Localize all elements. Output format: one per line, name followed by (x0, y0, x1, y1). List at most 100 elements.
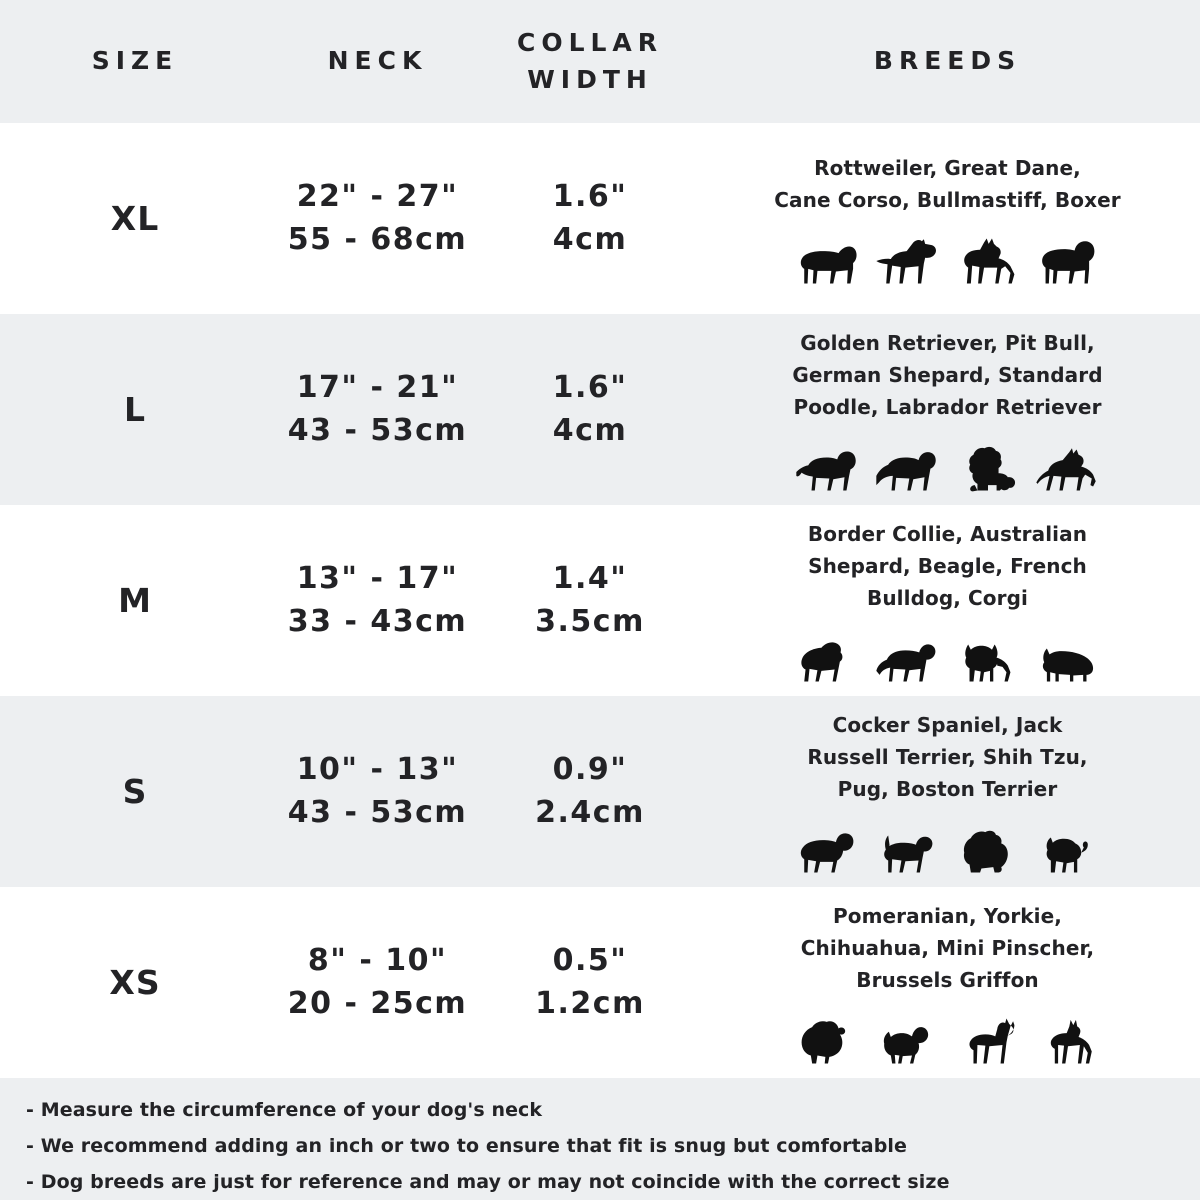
great-dane-silhouette-icon (875, 238, 936, 283)
cell-breeds: Pomeranian, Yorkie, Chihuahua, Mini Pinsc… (695, 900, 1200, 1066)
neck-inches: 13" - 17" (296, 560, 459, 596)
breeds-text: Golden Retriever, Pit Bull, German Shepar… (792, 327, 1102, 423)
cell-size: M (0, 581, 270, 620)
breed-silhouettes (795, 431, 1101, 493)
breeds-line: Golden Retriever, Pit Bull, (800, 330, 1095, 355)
cell-neck: 22" - 27" 55 - 68cm (270, 176, 485, 261)
table-header-row: SIZE NECK COLLAR WIDTH BREEDS (0, 0, 1200, 123)
neck-inches: 10" - 13" (296, 751, 459, 787)
cell-collar-width: 1.6" 4cm (485, 367, 695, 452)
size-label: S (122, 772, 148, 811)
table-row: L 17" - 21" 43 - 53cm 1.6" 4cm Golden Retriev… (0, 314, 1200, 505)
breeds-line: Brussels Griffon (856, 967, 1039, 992)
breeds-line: Cocker Spaniel, Jack (832, 712, 1063, 737)
bullmastiff-silhouette-icon (1041, 240, 1094, 283)
breeds-text: Cocker Spaniel, Jack Russell Terrier, Shi… (807, 709, 1087, 805)
cell-breeds: Rottweiler, Great Dane, Cane Corso, Bullm… (695, 152, 1200, 286)
neck-centimeters: 43 - 53cm (287, 412, 468, 448)
collar-inches: 1.6" (552, 369, 628, 405)
yorkie-silhouette-icon (883, 1026, 928, 1063)
cell-neck: 8" - 10" 20 - 25cm (270, 940, 485, 1025)
breeds-line: Bulldog, Corgi (867, 585, 1028, 610)
collar-centimeters: 3.5cm (535, 603, 645, 639)
border-collie-silhouette-icon (800, 641, 842, 681)
german-shepherd-silhouette-icon (1035, 447, 1096, 490)
neck-inches: 22" - 27" (296, 178, 459, 214)
neck-centimeters: 55 - 68cm (287, 221, 468, 257)
collar-inches: 0.9" (552, 751, 628, 787)
table-row: XL 22" - 27" 55 - 68cm 1.6" 4cm Rottweiler, G… (0, 123, 1200, 314)
table-row: S 10" - 13" 43 - 53cm 0.9" 2.4cm Cocker Spani… (0, 696, 1200, 887)
chihuahua-silhouette-icon (968, 1018, 1014, 1063)
breeds-line: Shepard, Beagle, French (808, 553, 1087, 578)
table-body: XL 22" - 27" 55 - 68cm 1.6" 4cm Rottweiler, G… (0, 123, 1200, 1078)
neck-inches: 17" - 21" (296, 369, 459, 405)
cell-size: S (0, 772, 270, 811)
breed-silhouettes (795, 1004, 1101, 1066)
cell-size: XL (0, 199, 270, 238)
size-label: XS (109, 963, 161, 1002)
breeds-line: Pug, Boston Terrier (837, 776, 1058, 801)
breeds-line: Border Collie, Australian (807, 521, 1088, 546)
neck-centimeters: 20 - 25cm (287, 985, 468, 1021)
cell-neck: 17" - 21" 43 - 53cm (270, 367, 485, 452)
column-header-collar-width: COLLAR WIDTH (485, 25, 695, 98)
collar-centimeters: 4cm (552, 412, 628, 448)
collar-centimeters: 2.4cm (535, 794, 645, 830)
cell-collar-width: 1.4" 3.5cm (485, 558, 695, 643)
cell-collar-width: 0.5" 1.2cm (485, 940, 695, 1025)
breed-silhouettes (795, 224, 1101, 286)
table-row: XS 8" - 10" 20 - 25cm 0.5" 1.2cm Pomeranian, … (0, 887, 1200, 1078)
column-header-neck: NECK (327, 46, 428, 76)
min-pin-silhouette-icon (1050, 1019, 1092, 1063)
breeds-text: Border Collie, Australian Shepard, Beagle… (808, 518, 1087, 614)
neck-centimeters: 33 - 43cm (287, 603, 468, 639)
french-bulldog-silhouette-icon (964, 643, 1010, 681)
breeds-line: Chihuahua, Mini Pinscher, (800, 935, 1095, 960)
shih-tzu-silhouette-icon (963, 830, 1008, 872)
labrador-silhouette-icon (875, 451, 936, 490)
cell-size: XS (0, 963, 270, 1002)
neck-centimeters: 43 - 53cm (287, 794, 468, 830)
breeds-text: Pomeranian, Yorkie, Chihuahua, Mini Pinsc… (801, 900, 1094, 996)
pug-silhouette-icon (1046, 836, 1088, 872)
cell-breeds: Cocker Spaniel, Jack Russell Terrier, Shi… (695, 709, 1200, 875)
cell-neck: 10" - 13" 43 - 53cm (270, 749, 485, 834)
breeds-text: Rottweiler, Great Dane, Cane Corso, Bullm… (774, 152, 1120, 216)
pomeranian-silhouette-icon (801, 1020, 845, 1063)
breeds-line: Russell Terrier, Shih Tzu, (807, 744, 1088, 769)
cell-size: L (0, 390, 270, 429)
cell-collar-width: 1.6" 4cm (485, 176, 695, 261)
neck-inches: 8" - 10" (307, 942, 448, 978)
size-label: M (118, 581, 152, 620)
footnote-reference: - Dog breeds are just for reference and … (26, 1170, 950, 1193)
collar-centimeters: 4cm (552, 221, 628, 257)
column-header-breeds: BREEDS (873, 46, 1022, 76)
breeds-line: German Shepard, Standard (792, 362, 1103, 387)
size-label: L (123, 390, 147, 429)
doberman-silhouette-icon (963, 238, 1014, 283)
table-row: M 13" - 17" 33 - 43cm 1.4" 3.5cm Border Colli… (0, 505, 1200, 696)
breeds-line: Pomeranian, Yorkie, (832, 903, 1063, 928)
rottweiler-silhouette-icon (800, 245, 857, 283)
breeds-line: Rottweiler, Great Dane, (814, 155, 1081, 180)
breeds-line: Cane Corso, Bullmastiff, Boxer (774, 187, 1121, 212)
poodle-silhouette-icon (968, 446, 1015, 491)
column-header-collar-width-line2: WIDTH (527, 64, 653, 94)
beagle-silhouette-icon (875, 643, 935, 681)
cocker-spaniel-silhouette-icon (800, 832, 853, 872)
cell-breeds: Border Collie, Australian Shepard, Beagle… (695, 518, 1200, 684)
size-label: XL (110, 199, 160, 238)
collar-inches: 1.4" (552, 560, 628, 596)
jack-russell-silhouette-icon (883, 834, 932, 872)
footnote-recommend: - We recommend adding an inch or two to … (26, 1134, 908, 1157)
breed-silhouettes (795, 622, 1101, 684)
cell-breeds: Golden Retriever, Pit Bull, German Shepar… (695, 327, 1200, 493)
column-header-size: SIZE (91, 46, 179, 76)
footnote-measure: - Measure the circumference of your dog'… (26, 1099, 543, 1121)
cell-neck: 13" - 17" 33 - 43cm (270, 558, 485, 643)
column-header-collar-width-line1: COLLAR (516, 28, 664, 58)
corgi-silhouette-icon (1042, 647, 1093, 681)
golden-retriever-silhouette-icon (795, 451, 856, 490)
